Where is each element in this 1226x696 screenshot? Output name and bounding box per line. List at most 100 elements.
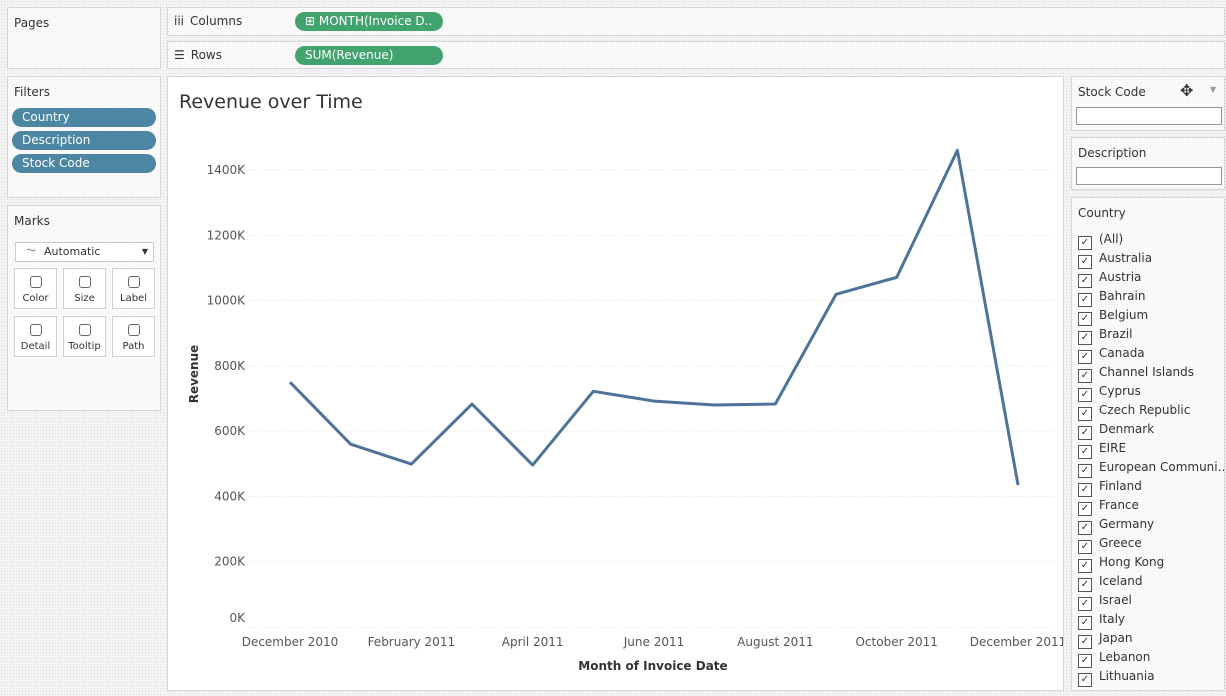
country-item[interactable]: ✓ Japan	[1078, 631, 1132, 649]
country-item[interactable]: ✓ Austria	[1078, 270, 1141, 288]
country-item[interactable]: ✓ Channel Islands	[1078, 365, 1194, 383]
stock-code-input[interactable]	[1076, 107, 1222, 125]
marks-button[interactable]: Path	[112, 316, 155, 357]
country-name: (All)	[1099, 232, 1124, 246]
checkbox[interactable]: ✓	[1078, 274, 1092, 288]
checkbox[interactable]: ✓	[1078, 597, 1092, 611]
country-item[interactable]: ✓ Denmark	[1078, 422, 1154, 440]
description-title: Description	[1078, 146, 1147, 160]
y-axis-title: Revenue	[187, 345, 201, 404]
checkbox[interactable]: ✓	[1078, 293, 1092, 307]
filters-panel: Filters Country Description Stock Code	[7, 76, 161, 198]
revenue-line	[288, 148, 1020, 486]
marks-button[interactable]: Color	[14, 268, 57, 309]
chart-panel: Revenue over Time Revenue Month of Invoi…	[167, 76, 1064, 691]
mark-type-dropdown[interactable]: Automatic ▼ 〜	[15, 242, 154, 262]
country-name: Iceland	[1099, 574, 1143, 588]
checkbox[interactable]: ✓	[1078, 331, 1092, 345]
checkbox[interactable]: ✓	[1078, 521, 1092, 535]
y-tick-label: 1000K	[207, 294, 247, 308]
country-item[interactable]: ✓ Germany	[1078, 517, 1154, 535]
marks-button-label: Path	[122, 341, 145, 352]
marks-button-label: Detail	[20, 341, 51, 352]
checkbox[interactable]: ✓	[1078, 483, 1092, 497]
country-item[interactable]: ✓ France	[1078, 498, 1139, 516]
marks-button-label: Color	[22, 293, 49, 304]
country-name: Channel Islands	[1099, 365, 1195, 379]
rows-shelf[interactable]: ☰ Rows SUM(Revenue)	[167, 41, 1225, 69]
marks-button[interactable]: Size	[63, 268, 106, 309]
rows-pill[interactable]: SUM(Revenue)	[295, 46, 443, 65]
country-name: European Communi…	[1099, 460, 1225, 474]
marks-button[interactable]: Tooltip	[63, 316, 106, 357]
checkbox[interactable]: ✓	[1078, 369, 1092, 383]
columns-shelf[interactable]: iii Columns ⊞ MONTH(Invoice D..	[167, 7, 1225, 36]
menu-arrow[interactable]: ▼	[1210, 85, 1217, 94]
country-item[interactable]: ✓ Hong Kong	[1078, 555, 1164, 573]
country-item[interactable]: ✓ Italy	[1078, 612, 1125, 630]
checkbox[interactable]: ✓	[1078, 502, 1092, 516]
checkbox[interactable]: ✓	[1078, 445, 1092, 459]
checkbox[interactable]: ✓	[1078, 559, 1092, 573]
marks-button[interactable]: Detail	[14, 316, 57, 357]
checkbox[interactable]: ✓	[1078, 312, 1092, 326]
country-item[interactable]: ✓ Brazil	[1078, 327, 1133, 345]
filter-pill[interactable]: Description	[12, 131, 156, 150]
country-item[interactable]: ✓ EIRE	[1078, 441, 1126, 459]
checkbox[interactable]: ✓	[1078, 426, 1092, 440]
checkbox[interactable]: ✓	[1078, 635, 1092, 649]
mark-type: Automatic	[44, 245, 101, 258]
checkbox[interactable]: ✓	[1078, 616, 1092, 630]
marks-icon	[128, 276, 140, 288]
country-item[interactable]: ✓ Iceland	[1078, 574, 1142, 592]
country-name: Lebanon	[1099, 650, 1151, 664]
marks-button-label: Tooltip	[68, 341, 101, 352]
country-item[interactable]: ✓ Bahrain	[1078, 289, 1145, 307]
country-name: Israel	[1099, 593, 1132, 607]
description-input[interactable]	[1076, 167, 1222, 185]
country-name: Cyprus	[1099, 384, 1141, 398]
marks-button[interactable]: Label	[112, 268, 155, 309]
checkbox[interactable]: ✓	[1078, 350, 1092, 364]
columns-text: Columns	[190, 14, 243, 28]
columns-label: iii Columns	[174, 14, 243, 28]
country-item[interactable]: ✓ Greece	[1078, 536, 1142, 554]
checkbox[interactable]: ✓	[1078, 673, 1092, 687]
country-item[interactable]: ✓ Lebanon	[1078, 650, 1150, 668]
country-name: Denmark	[1099, 422, 1155, 436]
checkbox[interactable]: ✓	[1078, 407, 1092, 421]
y-tick-label: 600K	[214, 424, 246, 438]
columns-pill[interactable]: ⊞ MONTH(Invoice D..	[295, 12, 443, 31]
country-name: Germany	[1099, 517, 1155, 531]
country-item[interactable]: ✓ Australia	[1078, 251, 1152, 269]
country-item[interactable]: ✓ Belgium	[1078, 308, 1148, 326]
marks-title: Marks	[14, 214, 50, 228]
pages-title: Pages	[14, 16, 50, 30]
country-name: Czech Republic	[1099, 403, 1191, 417]
country-item[interactable]: ✓ European Communi…	[1078, 460, 1225, 478]
checkbox[interactable]: ✓	[1078, 464, 1092, 478]
country-item[interactable]: ✓ Canada	[1078, 346, 1145, 364]
marks-button-label: Label	[120, 293, 147, 304]
filter-pill[interactable]: Country	[12, 108, 156, 127]
country-item[interactable]: ✓ Finland	[1078, 479, 1142, 497]
checkbox[interactable]: ✓	[1078, 578, 1092, 592]
filter-pill[interactable]: Stock Code	[12, 154, 156, 173]
country-item[interactable]: ✓ Israel	[1078, 593, 1132, 611]
pages-panel: Pages	[7, 7, 161, 69]
country-item[interactable]: ✓ Cyprus	[1078, 384, 1141, 402]
y-tick-label: 1200K	[207, 228, 247, 242]
move-icon[interactable]: ✥	[1180, 81, 1194, 100]
checkbox[interactable]: ✓	[1078, 236, 1092, 250]
country-item[interactable]: ✓ (All)	[1078, 232, 1123, 250]
country-filter: Country ✓ (All) ✓ Australia ✓ Austria ✓ Bahrain…	[1071, 197, 1225, 691]
country-name: Finland	[1099, 479, 1142, 493]
marks-icon	[79, 276, 91, 288]
country-item[interactable]: ✓ Czech Republic	[1078, 403, 1190, 421]
checkbox[interactable]: ✓	[1078, 388, 1092, 402]
marks-icon	[30, 276, 42, 288]
checkbox[interactable]: ✓	[1078, 654, 1092, 668]
country-item[interactable]: ✓ Lithuania	[1078, 669, 1155, 687]
checkbox[interactable]: ✓	[1078, 255, 1092, 269]
checkbox[interactable]: ✓	[1078, 540, 1092, 554]
